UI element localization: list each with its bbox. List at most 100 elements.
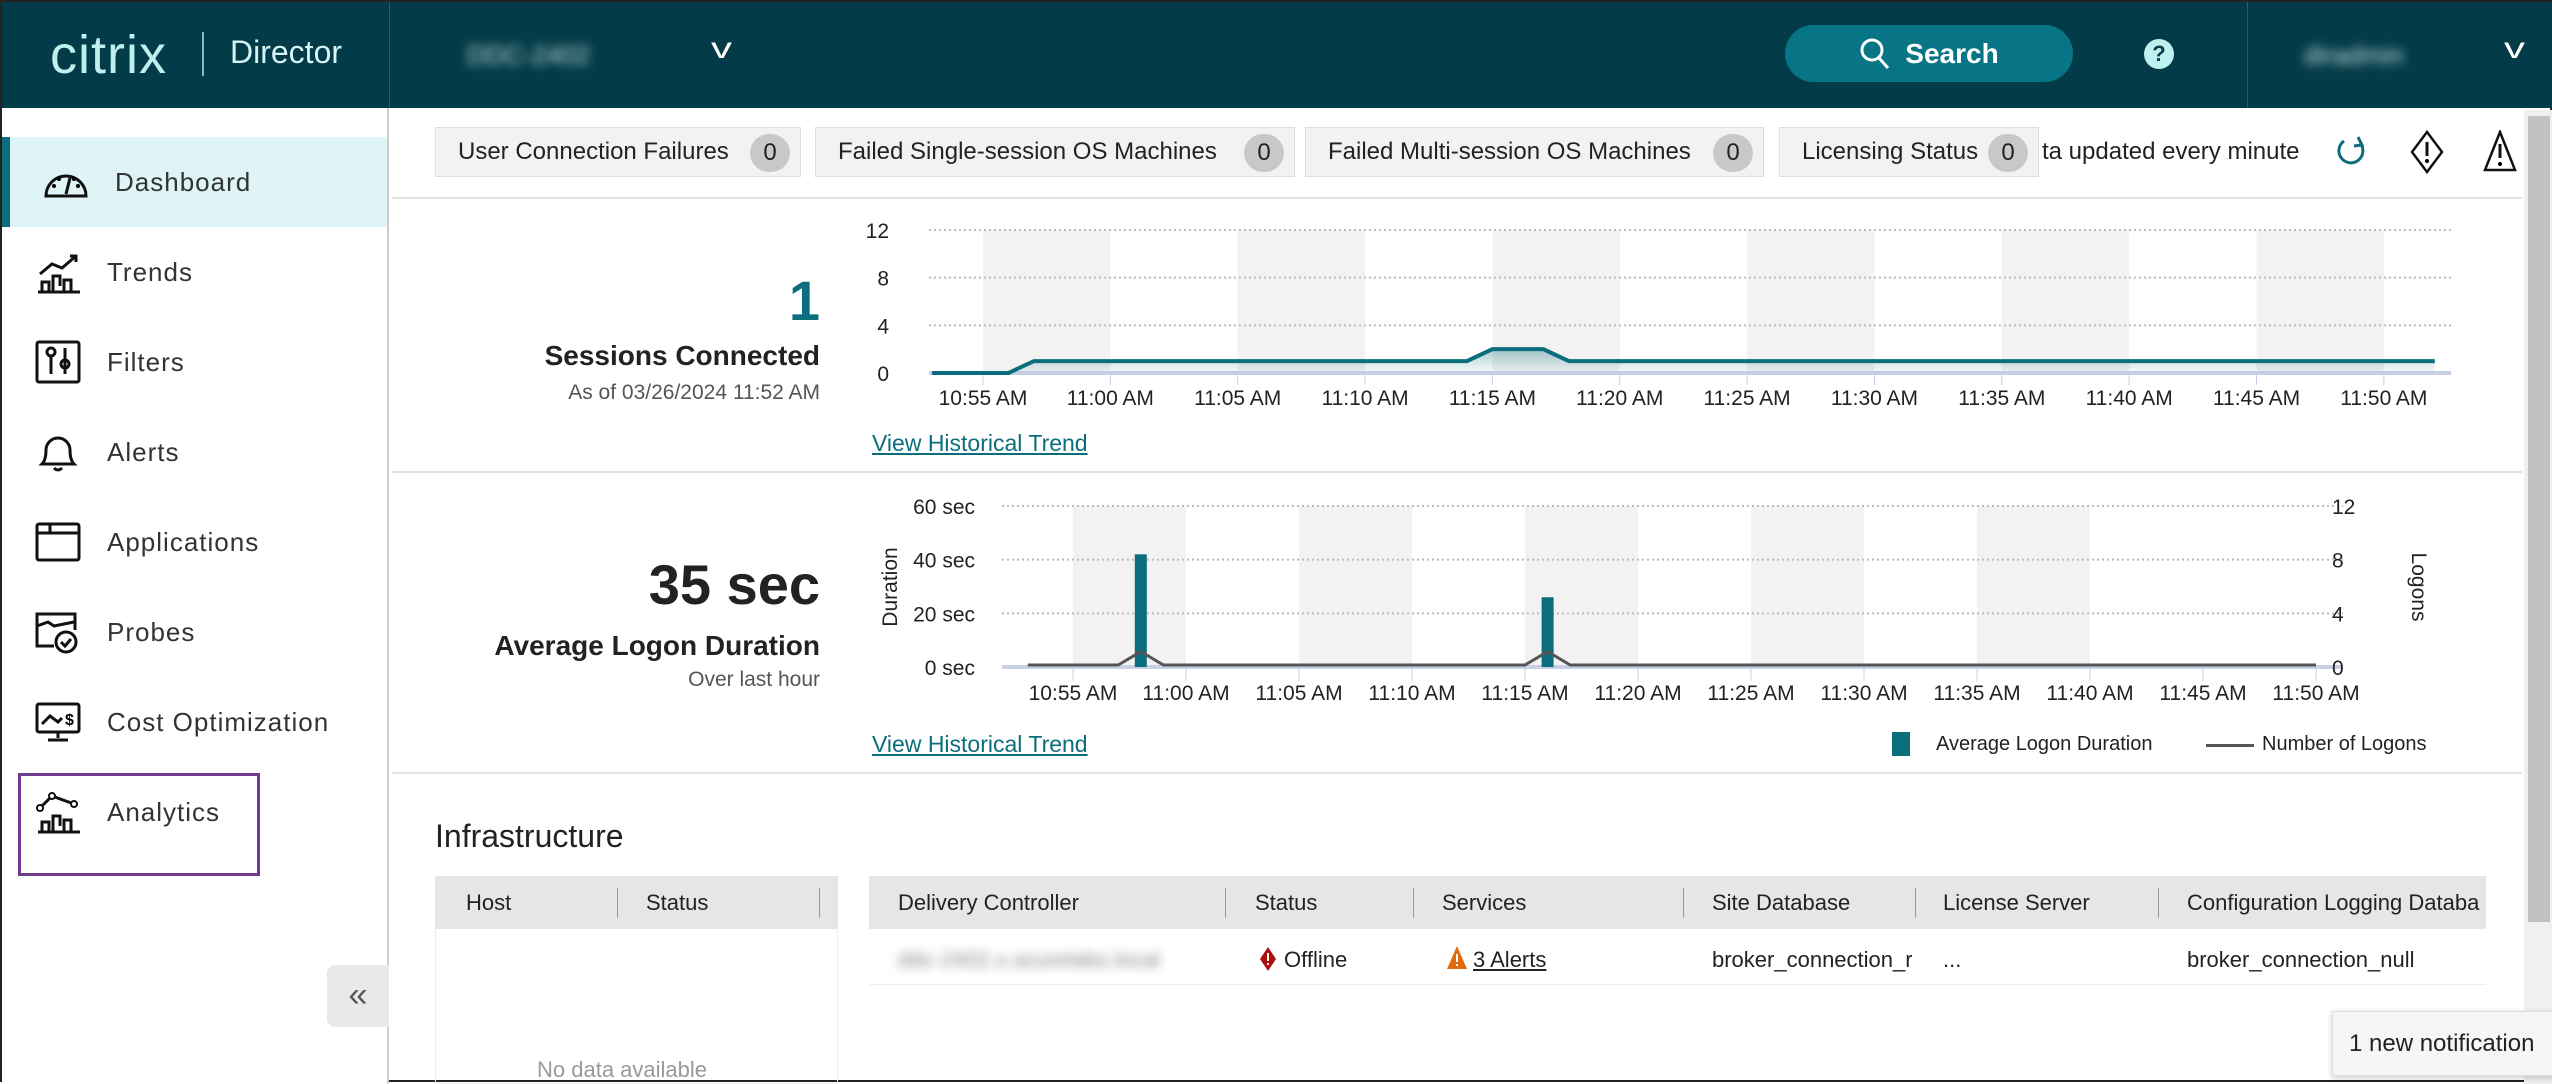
y-tick-label: 12 — [866, 220, 889, 243]
sidebar-item-dashboard[interactable]: Dashboard — [2, 137, 387, 227]
logons-line — [1027, 649, 2316, 667]
y-tick-label: 8 — [877, 268, 889, 291]
no-data-text: No data available — [537, 1057, 708, 1082]
duration-bar — [1134, 554, 1147, 667]
diamond-alert-icon[interactable] — [2410, 130, 2444, 174]
logon-view-historical-trend-link[interactable]: View Historical Trend — [872, 731, 1088, 757]
sessions-as-of: As of 03/26/2024 11:52 AM — [568, 381, 820, 404]
pill-failed-single-session[interactable]: Failed Single-session OS Machines 0 — [815, 127, 1295, 177]
divider — [392, 772, 2522, 774]
sidebar: Dashboard Trends Filters Alerts Applicat… — [2, 108, 389, 1084]
y-tick-label: 40 sec — [913, 550, 975, 573]
infrastructure-title: Infrastructure — [435, 818, 624, 854]
x-tick-label: 11:00 AM — [1067, 387, 1154, 410]
col-config-logging-db[interactable]: Configuration Logging Databa — [2187, 890, 2480, 915]
y-tick-label: 60 sec — [913, 496, 975, 519]
x-tick-label: 11:40 AM — [2046, 682, 2133, 705]
col-services[interactable]: Services — [1442, 890, 1527, 915]
y-tick-label: 0 sec — [925, 657, 975, 680]
analytics-highlight-box — [18, 773, 260, 876]
notification-toast[interactable]: 1 new notification — [2332, 1011, 2552, 1076]
x-tick-label: 10:55 AM — [939, 387, 1028, 410]
time-band — [1751, 506, 1864, 667]
x-tick-label: 11:35 AM — [1933, 682, 2020, 705]
col-status[interactable]: Status — [1255, 890, 1318, 915]
search-icon — [1860, 38, 1890, 69]
legend-bar-swatch — [1892, 732, 1910, 756]
filters-icon — [35, 340, 81, 384]
time-band — [1237, 230, 1366, 373]
time-band — [2001, 230, 2130, 373]
help-icon[interactable]: ? — [2144, 39, 2174, 69]
x-tick-label: 11:30 AM — [1831, 387, 1918, 410]
top-header: citrix Director DDC-2402 v Search ? dira… — [2, 2, 2552, 108]
sidebar-item-cost-optimization[interactable]: $ Cost Optimization — [2, 677, 387, 767]
x-tick-label: 11:40 AM — [2086, 387, 2173, 410]
pill-failed-multi-session[interactable]: Failed Multi-session OS Machines 0 — [1305, 127, 1764, 177]
pill-label: User Connection Failures — [458, 138, 729, 165]
time-band — [2256, 230, 2384, 373]
dashboard-gauge-icon — [44, 174, 88, 198]
x-tick-label: 11:25 AM — [1704, 387, 1791, 410]
col-status[interactable]: Status — [646, 890, 709, 915]
sidebar-item-probes[interactable]: Probes — [2, 587, 387, 677]
header-divider — [2247, 2, 2248, 108]
warning-triangle-icon[interactable] — [2482, 130, 2518, 174]
pill-licensing-status[interactable]: Licensing Status 0 — [1779, 127, 2039, 177]
sidebar-item-analytics[interactable]: Analytics — [2, 767, 387, 857]
site-selector[interactable]: DDC-2402 — [467, 40, 590, 70]
sidebar-item-applications[interactable]: Applications — [2, 497, 387, 587]
controller-name[interactable]: ddc-2402.x.azurelabs.local — [898, 947, 1160, 972]
citrix-logo: citrix — [50, 25, 167, 85]
sessions-view-historical-trend-link[interactable]: View Historical Trend — [872, 430, 1088, 456]
sessions-area — [932, 349, 2435, 373]
sidebar-item-label: Analytics — [107, 796, 221, 827]
x-tick-label: 10:55 AM — [1029, 682, 1118, 705]
sidebar-item-label: Cost Optimization — [107, 706, 330, 737]
x-tick-label: 11:20 AM — [1594, 682, 1681, 705]
pill-user-connection-failures[interactable]: User Connection Failures 0 — [435, 127, 801, 177]
logo-divider — [202, 32, 204, 76]
divider — [392, 197, 2522, 199]
sidebar-item-alerts[interactable]: Alerts — [2, 407, 387, 497]
y-tick-label: 20 sec — [913, 603, 975, 626]
services-alerts-link[interactable]: 3 Alerts — [1473, 947, 1547, 972]
x-tick-label: 11:45 AM — [2159, 682, 2246, 705]
x-tick-label: 11:50 AM — [2272, 682, 2359, 705]
user-menu[interactable]: diradmin — [2304, 40, 2404, 70]
scrollbar-thumb[interactable] — [2528, 116, 2550, 922]
y2-axis-label: Logons — [2407, 553, 2430, 622]
controller-table-header: Delivery Controller Status Services Site… — [869, 876, 2486, 929]
product-name: Director — [230, 34, 343, 70]
sidebar-item-trends[interactable]: Trends — [2, 227, 387, 317]
x-tick-label: 11:50 AM — [2340, 387, 2427, 410]
legend-avg-logon-duration: Average Logon Duration — [1936, 733, 2153, 755]
col-delivery-controller[interactable]: Delivery Controller — [898, 890, 1079, 915]
probes-icon — [35, 612, 78, 654]
refresh-icon[interactable] — [2336, 135, 2368, 169]
pill-label: Failed Multi-session OS Machines — [1328, 138, 1691, 165]
controller-status: Offline — [1284, 947, 1348, 972]
col-site-database[interactable]: Site Database — [1712, 890, 1851, 915]
site-chevron-down-icon[interactable]: v — [711, 32, 732, 65]
x-tick-label: 11:10 AM — [1321, 387, 1408, 410]
divider — [392, 471, 2522, 473]
sidebar-item-label: Alerts — [107, 436, 180, 467]
x-tick-label: 11:15 AM — [1449, 387, 1536, 410]
collapse-sidebar-button[interactable]: « — [327, 965, 389, 1027]
time-band — [1747, 230, 1875, 373]
col-license-server[interactable]: License Server — [1943, 890, 2090, 915]
x-tick-label: 11:10 AM — [1368, 682, 1455, 705]
user-chevron-down-icon[interactable]: v — [2504, 32, 2525, 65]
sidebar-item-label: Dashboard — [115, 166, 252, 197]
search-button[interactable]: Search — [1785, 25, 2073, 82]
legend-line-swatch — [2206, 744, 2254, 747]
table-row[interactable] — [869, 929, 2486, 985]
header-divider — [389, 2, 390, 108]
time-band — [1977, 506, 2090, 667]
sidebar-item-filters[interactable]: Filters — [2, 317, 387, 407]
col-host[interactable]: Host — [466, 890, 512, 915]
y-tick-label: 0 — [877, 363, 889, 386]
